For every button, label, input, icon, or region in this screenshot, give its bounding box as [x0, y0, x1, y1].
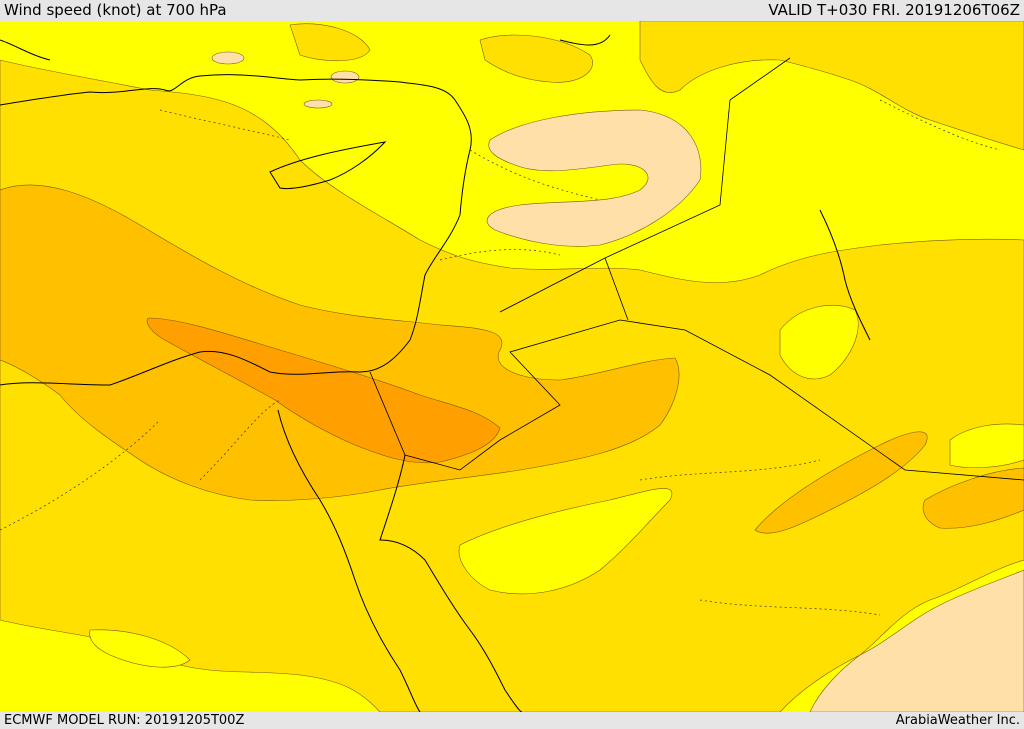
wind-level-1-gulf-patch: [949, 423, 1024, 469]
wind-level-3-iraq: [754, 431, 928, 534]
wind-level-1-iraq-patch: [779, 304, 859, 380]
wind-level-2-nw: [289, 23, 371, 62]
wind-level-4-core: [146, 317, 501, 464]
lake-patch-3: [303, 99, 333, 109]
internal-borders: [0, 99, 1001, 616]
wind-speed-map: [0, 21, 1024, 712]
wind-level-2-north: [639, 21, 1024, 151]
valid-time: VALID T+030 FRI. 20191206T06Z: [768, 1, 1020, 19]
calm-area-syria: [486, 109, 702, 247]
lake-patch-1: [211, 51, 245, 65]
map-header: Wind speed (knot) at 700 hPa VALID T+030…: [0, 0, 1024, 21]
wind-level-3-band: [0, 184, 680, 501]
coastlines: [0, 34, 871, 712]
wind-level-2-northcentral: [479, 34, 593, 83]
model-run: ECMWF MODEL RUN: 20191205T00Z: [4, 713, 245, 728]
wind-level-1-south-patch: [89, 629, 191, 668]
map-footer: ECMWF MODEL RUN: 20191205T00Z ArabiaWeat…: [0, 712, 1024, 729]
credit: ArabiaWeather Inc.: [895, 713, 1020, 728]
wind-level-3-gulf: [922, 467, 1024, 529]
map-title: Wind speed (knot) at 700 hPa: [4, 1, 227, 19]
wind-level-1-red-sea-patch: [458, 488, 673, 595]
calm-area-southeast: [809, 569, 1024, 712]
lake-patch-2: [330, 70, 360, 84]
borders: [369, 57, 1024, 481]
